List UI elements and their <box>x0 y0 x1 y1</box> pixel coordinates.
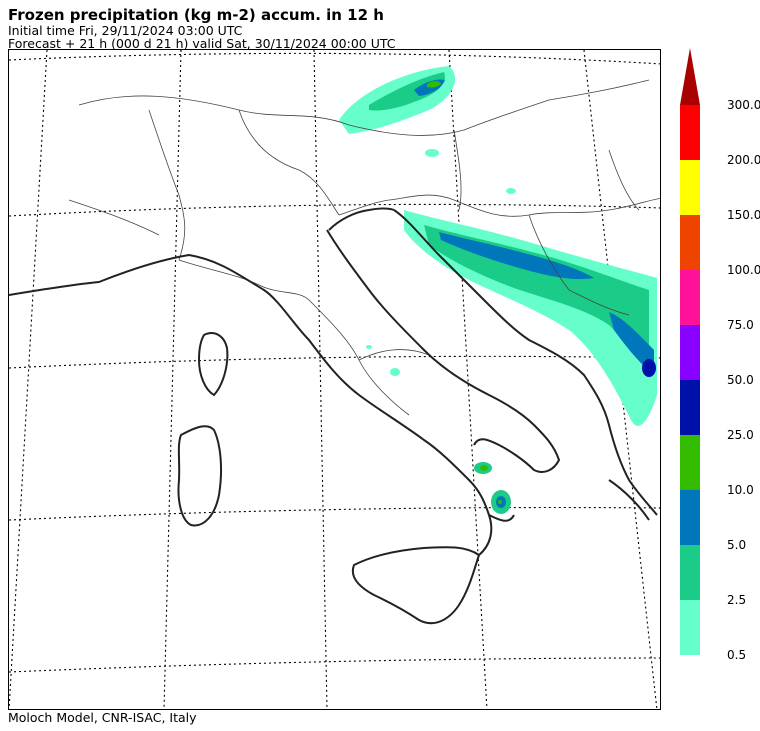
coastlines <box>9 207 658 625</box>
legend-label: 2.5 <box>727 593 747 607</box>
legend-label: 150.0 <box>727 208 760 222</box>
graticule <box>9 50 660 709</box>
legend-label: 75.0 <box>727 318 754 332</box>
legend-swatch-2.5 <box>680 545 700 600</box>
legend-swatch-75.0 <box>680 270 700 325</box>
snowfall-areas <box>339 66 657 514</box>
legend-swatch-150.0 <box>680 160 700 215</box>
legend-swatch-5.0 <box>680 490 700 545</box>
legend-label: 10.0 <box>727 483 754 497</box>
legend-label: 50.0 <box>727 373 754 387</box>
legend-label: 100.0 <box>727 263 760 277</box>
precipitation-map <box>8 49 661 710</box>
legend-swatch-25.0 <box>680 380 700 435</box>
legend-label: 200.0 <box>727 153 760 167</box>
map-title: Frozen precipitation (kg m-2) accum. in … <box>8 6 384 24</box>
model-credit: Moloch Model, CNR-ISAC, Italy <box>8 710 197 725</box>
legend-swatch-100.0 <box>680 215 700 270</box>
forecast-valid-label: Forecast + 21 h (000 d 21 h) valid Sat, … <box>8 36 396 51</box>
map-canvas <box>9 50 660 709</box>
initial-time-label: Initial time Fri, 29/11/2024 03:00 UTC <box>8 23 243 38</box>
legend-arrow-top <box>680 48 700 105</box>
legend-swatch-200.0 <box>680 105 700 160</box>
legend-label: 0.5 <box>727 648 747 662</box>
country-borders <box>68 79 660 416</box>
legend-swatch-10.0 <box>680 435 700 490</box>
legend-swatch-0.5 <box>680 600 700 655</box>
legend-label: 300.0 <box>727 98 760 112</box>
legend-label: 5.0 <box>727 538 747 552</box>
legend-label: 25.0 <box>727 428 754 442</box>
legend-swatch-50.0 <box>680 325 700 380</box>
